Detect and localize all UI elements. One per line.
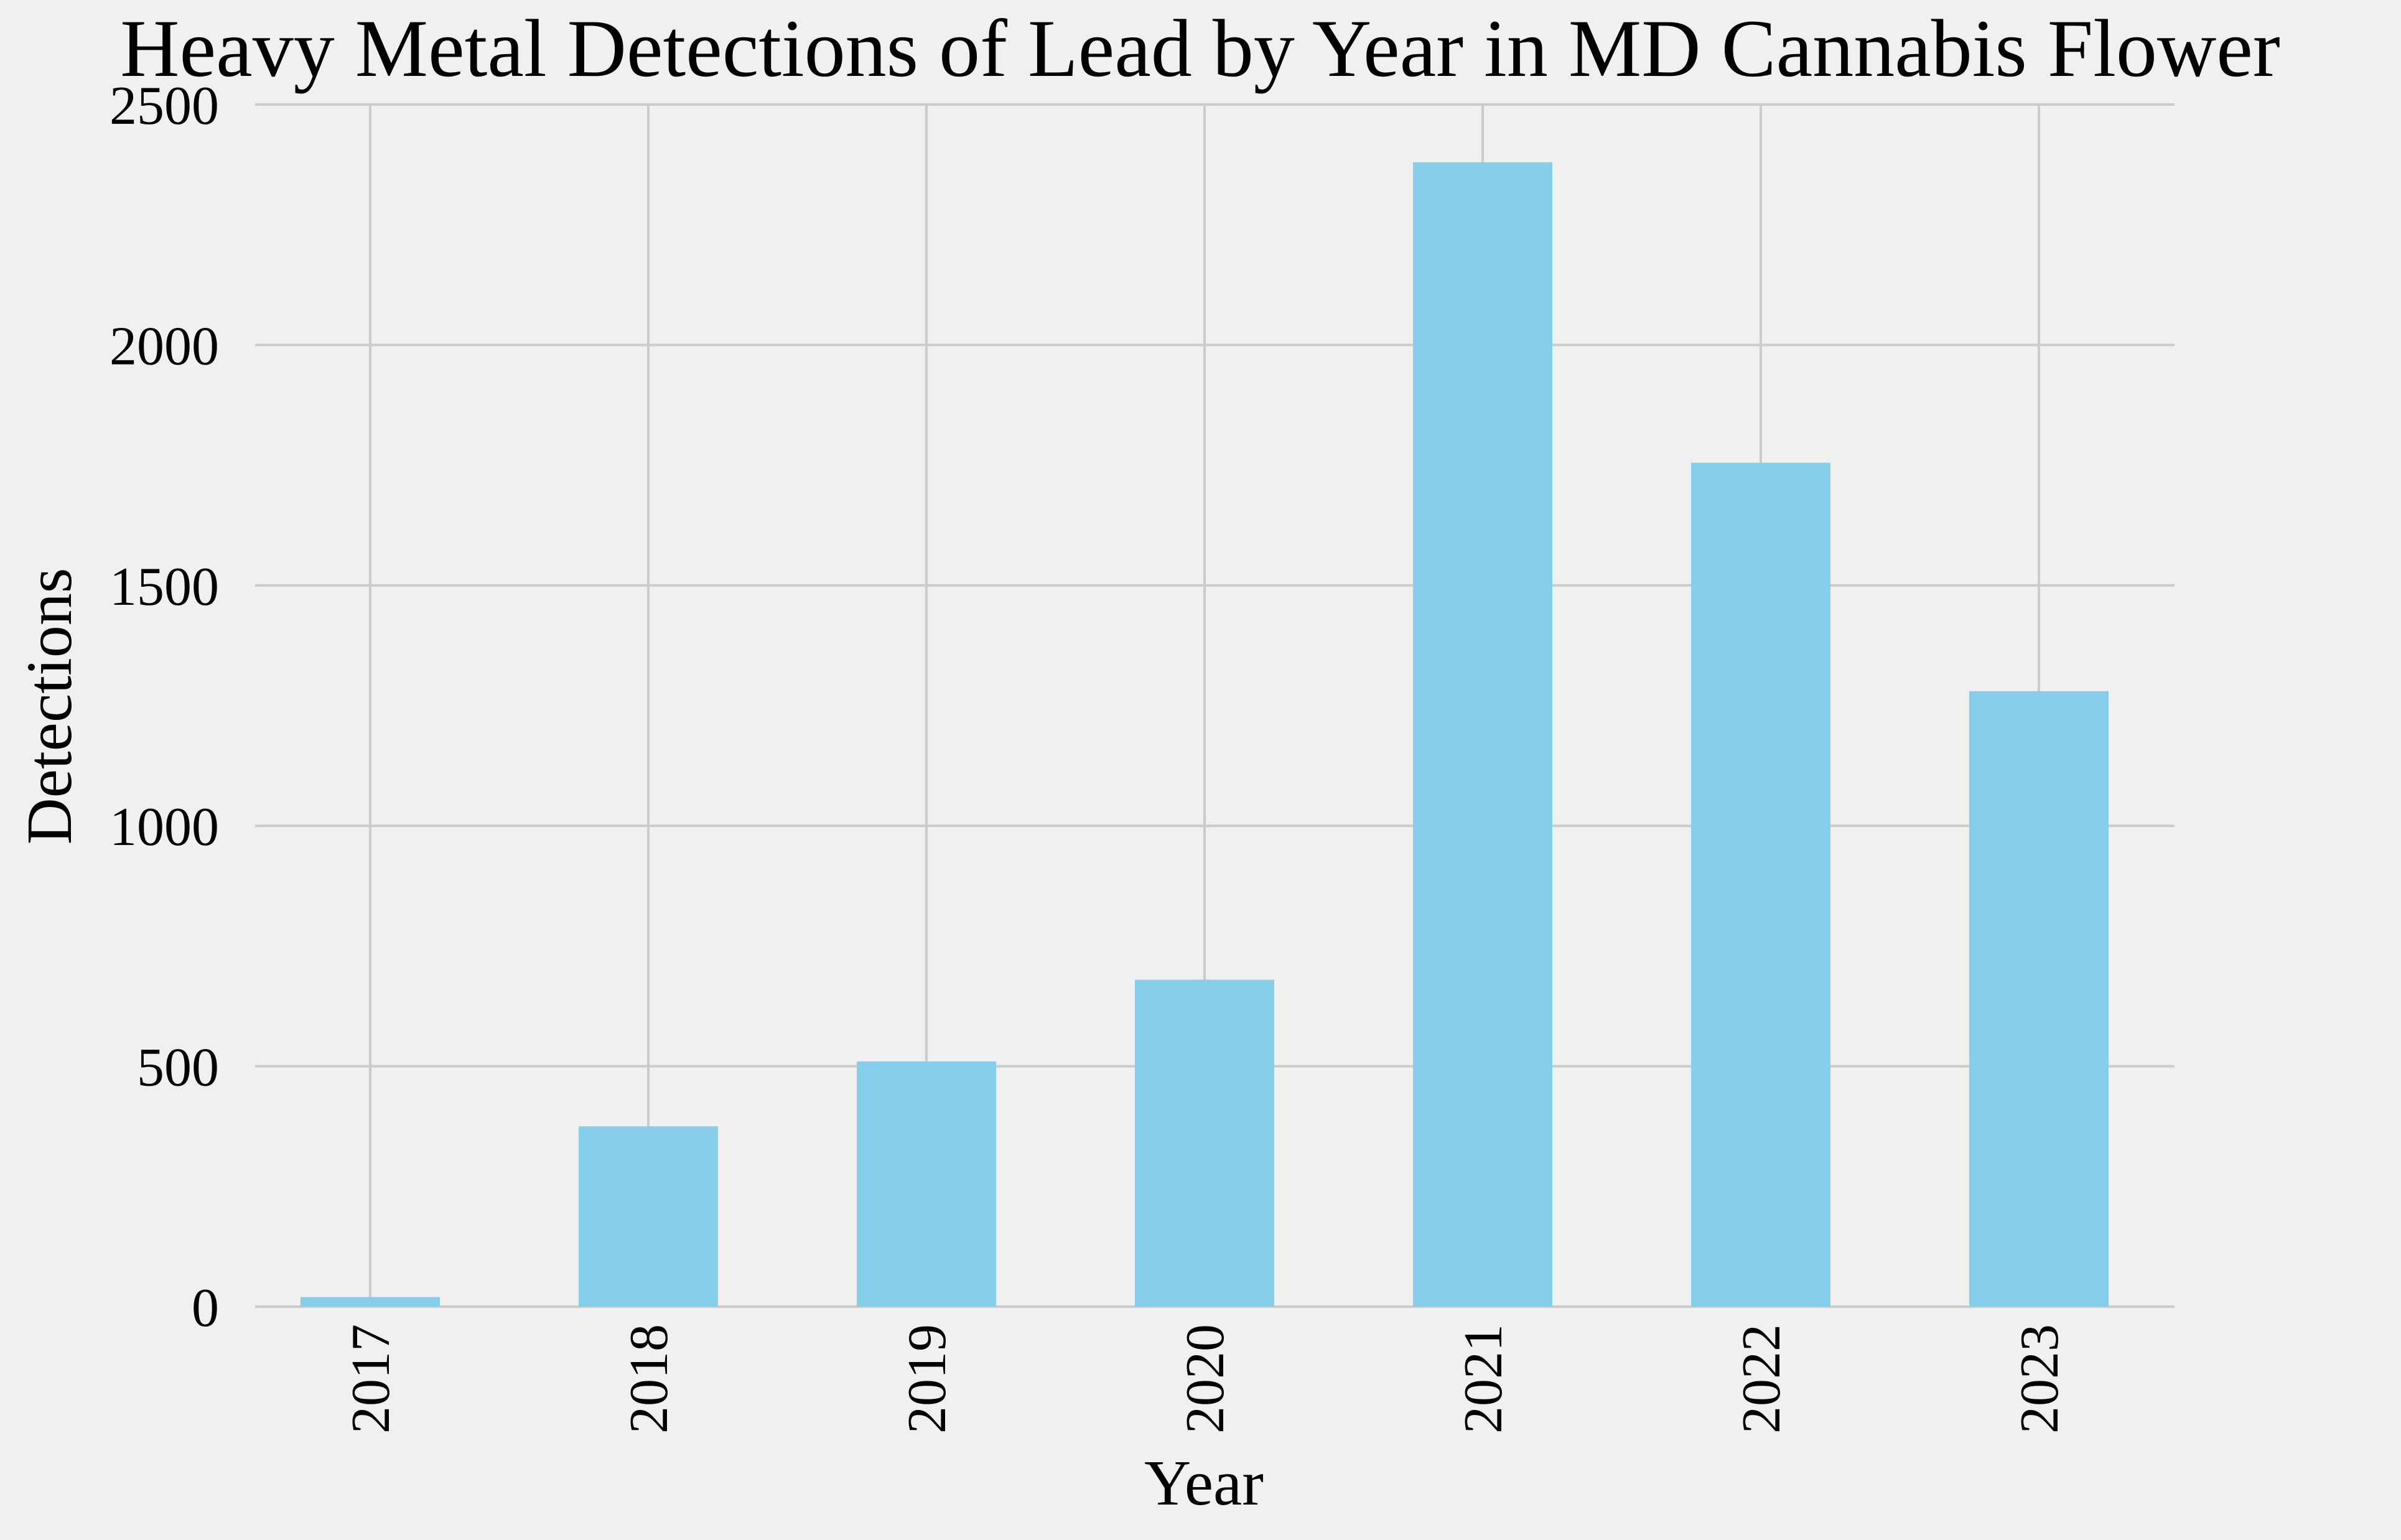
bar-2020: [1135, 979, 1274, 1307]
y-tick-label: 1000: [110, 797, 219, 857]
bar-2022: [1691, 462, 1830, 1307]
x-tick-label: 2023: [2010, 1324, 2070, 1434]
y-tick-label: 1500: [110, 557, 219, 617]
x-tick-label: 2019: [897, 1324, 958, 1434]
bars: [301, 162, 2109, 1307]
bar-2021: [1413, 162, 1552, 1307]
tick-labels: 0 500 1000 1500 2000 2500 2017 2018 2019 2020 2021…: [110, 76, 2070, 1434]
y-tick-label: 2000: [110, 316, 219, 376]
x-tick-label: 2020: [1175, 1324, 1236, 1434]
y-tick-label: 500: [137, 1038, 219, 1098]
bar-2023: [1969, 691, 2109, 1307]
x-tick-label: 2022: [1732, 1324, 1792, 1434]
x-tick-label: 2018: [619, 1324, 679, 1434]
chart-title: Heavy Metal Detections of Lead by Year i…: [120, 2, 2280, 94]
x-tick-label: 2021: [1453, 1324, 1514, 1434]
y-tick-label: 2500: [110, 76, 219, 136]
y-tick-label: 0: [192, 1278, 219, 1338]
bar-2017: [301, 1297, 440, 1307]
y-axis-label: Detections: [14, 568, 85, 845]
bar-2019: [857, 1061, 996, 1307]
bar-2018: [579, 1126, 718, 1307]
x-axis-label: Year: [1144, 1447, 1264, 1519]
x-tick-label: 2017: [341, 1324, 401, 1434]
